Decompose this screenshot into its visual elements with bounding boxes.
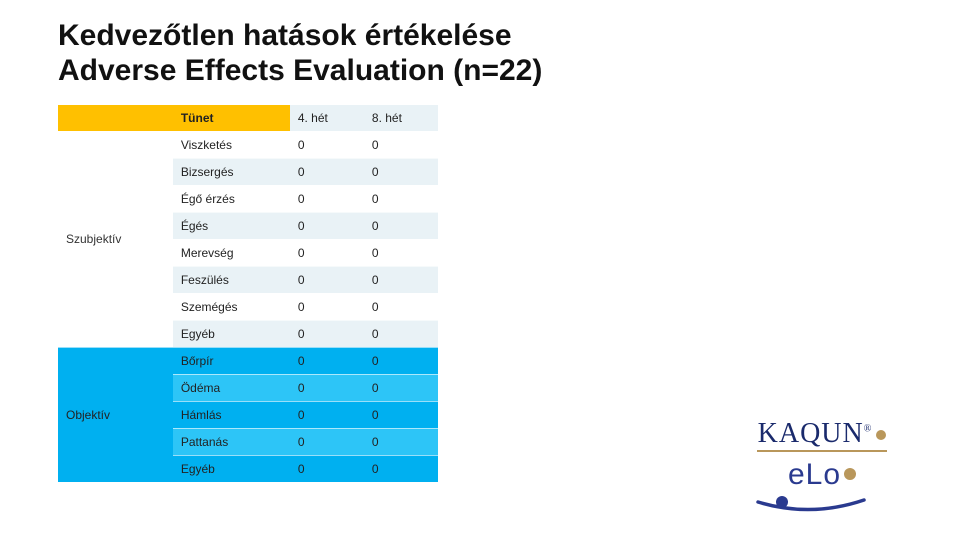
week8-cell: 0 bbox=[364, 293, 438, 320]
symptom-cell: Viszketés bbox=[173, 131, 290, 158]
category-cell: Szubjektív bbox=[58, 131, 173, 347]
symptom-cell: Hámlás bbox=[173, 401, 290, 428]
week4-cell: 0 bbox=[290, 428, 364, 455]
symptom-cell: Égés bbox=[173, 212, 290, 239]
symptom-cell: Egyéb bbox=[173, 455, 290, 482]
symptom-cell: Pattanás bbox=[173, 428, 290, 455]
slide-title: Kedvezőtlen hatások értékelése Adverse E… bbox=[0, 0, 960, 89]
title-line-2: Adverse Effects Evaluation (n=22) bbox=[58, 53, 960, 88]
table-row: SzubjektívViszketés00 bbox=[58, 131, 438, 158]
week8-cell: 0 bbox=[364, 239, 438, 266]
week4-cell: 0 bbox=[290, 239, 364, 266]
week4-cell: 0 bbox=[290, 374, 364, 401]
week4-cell: 0 bbox=[290, 131, 364, 158]
symptom-cell: Szemégés bbox=[173, 293, 290, 320]
week4-cell: 0 bbox=[290, 455, 364, 482]
week8-cell: 0 bbox=[364, 428, 438, 455]
kaqun-underline bbox=[757, 450, 887, 452]
week8-cell: 0 bbox=[364, 185, 438, 212]
registered-icon: ® bbox=[864, 424, 873, 435]
symptom-cell: Ödéma bbox=[173, 374, 290, 401]
symptom-cell: Egyéb bbox=[173, 320, 290, 347]
week4-cell: 0 bbox=[290, 158, 364, 185]
week8-cell: 0 bbox=[364, 401, 438, 428]
week4-cell: 0 bbox=[290, 266, 364, 293]
adverse-effects-table: Tünet 4. hét 8. hét SzubjektívViszketés0… bbox=[58, 105, 438, 483]
symptom-cell: Bizsergés bbox=[173, 158, 290, 185]
week8-cell: 0 bbox=[364, 374, 438, 401]
week8-cell: 0 bbox=[364, 266, 438, 293]
week8-cell: 0 bbox=[364, 320, 438, 347]
week8-cell: 0 bbox=[364, 347, 438, 374]
symptom-cell: Bőrpír bbox=[173, 347, 290, 374]
elo-swoosh-icon bbox=[756, 498, 866, 512]
week8-cell: 0 bbox=[364, 455, 438, 482]
table-row: ObjektívBőrpír00 bbox=[58, 347, 438, 374]
symptom-cell: Feszülés bbox=[173, 266, 290, 293]
week4-cell: 0 bbox=[290, 320, 364, 347]
header-symptom: Tünet bbox=[173, 105, 290, 132]
week4-cell: 0 bbox=[290, 401, 364, 428]
kaqun-text: KAQUN bbox=[758, 418, 864, 449]
week4-cell: 0 bbox=[290, 212, 364, 239]
week4-cell: 0 bbox=[290, 185, 364, 212]
title-line-1: Kedvezőtlen hatások értékelése bbox=[58, 18, 960, 53]
week8-cell: 0 bbox=[364, 131, 438, 158]
kaqun-logo: KAQUN® bbox=[732, 418, 912, 452]
elo-text: eLo bbox=[788, 458, 841, 492]
elo-dot-gold-icon bbox=[844, 468, 856, 480]
header-week4: 4. hét bbox=[290, 105, 364, 132]
week4-cell: 0 bbox=[290, 293, 364, 320]
week8-cell: 0 bbox=[364, 158, 438, 185]
symptom-cell: Merevség bbox=[173, 239, 290, 266]
category-cell: Objektív bbox=[58, 347, 173, 482]
header-week8: 8. hét bbox=[364, 105, 438, 132]
kaqun-dot-icon bbox=[876, 430, 886, 440]
table-header-row: Tünet 4. hét 8. hét bbox=[58, 105, 438, 132]
header-blank bbox=[58, 105, 173, 132]
week4-cell: 0 bbox=[290, 347, 364, 374]
elo-logo: eLo bbox=[732, 458, 912, 506]
week8-cell: 0 bbox=[364, 212, 438, 239]
logo-block: KAQUN® eLo bbox=[732, 418, 912, 506]
symptom-cell: Égő érzés bbox=[173, 185, 290, 212]
